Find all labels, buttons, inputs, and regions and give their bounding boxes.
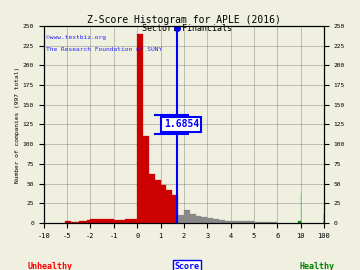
- Bar: [254, 222, 260, 223]
- Bar: [83, 221, 86, 223]
- Text: ©www.textbiz.org: ©www.textbiz.org: [46, 35, 106, 40]
- Bar: [126, 219, 137, 223]
- Bar: [298, 221, 301, 223]
- Bar: [213, 219, 219, 223]
- Bar: [67, 221, 71, 223]
- Title: Z-Score Histogram for APLE (2016): Z-Score Histogram for APLE (2016): [87, 15, 281, 25]
- Bar: [143, 136, 149, 223]
- Bar: [184, 210, 190, 223]
- Bar: [225, 221, 231, 223]
- Bar: [237, 221, 242, 223]
- Y-axis label: Number of companies (997 total): Number of companies (997 total): [15, 66, 20, 183]
- Bar: [71, 222, 75, 223]
- Bar: [242, 221, 248, 223]
- Text: Sector: Financials: Sector: Financials: [142, 24, 232, 33]
- Bar: [172, 195, 178, 223]
- Text: Score: Score: [175, 262, 200, 270]
- Bar: [90, 219, 102, 223]
- Bar: [161, 185, 166, 223]
- Bar: [271, 222, 277, 223]
- Text: The Research Foundation of SUNY: The Research Foundation of SUNY: [46, 47, 162, 52]
- Bar: [266, 222, 271, 223]
- Bar: [114, 220, 126, 223]
- Bar: [248, 221, 254, 223]
- Bar: [195, 216, 201, 223]
- Bar: [75, 222, 79, 223]
- Bar: [260, 222, 266, 223]
- Bar: [207, 218, 213, 223]
- Bar: [149, 174, 155, 223]
- Text: Unhealthy: Unhealthy: [28, 262, 73, 270]
- Bar: [190, 214, 195, 223]
- Bar: [231, 221, 237, 223]
- Bar: [166, 190, 172, 223]
- Bar: [137, 34, 143, 223]
- Bar: [102, 219, 114, 223]
- Bar: [79, 221, 83, 223]
- Bar: [219, 220, 225, 223]
- Bar: [155, 180, 161, 223]
- Text: 1.6854: 1.6854: [164, 119, 199, 129]
- Bar: [86, 220, 90, 223]
- Bar: [178, 215, 184, 223]
- Bar: [201, 217, 207, 223]
- Text: Healthy: Healthy: [299, 262, 334, 270]
- Bar: [65, 221, 67, 223]
